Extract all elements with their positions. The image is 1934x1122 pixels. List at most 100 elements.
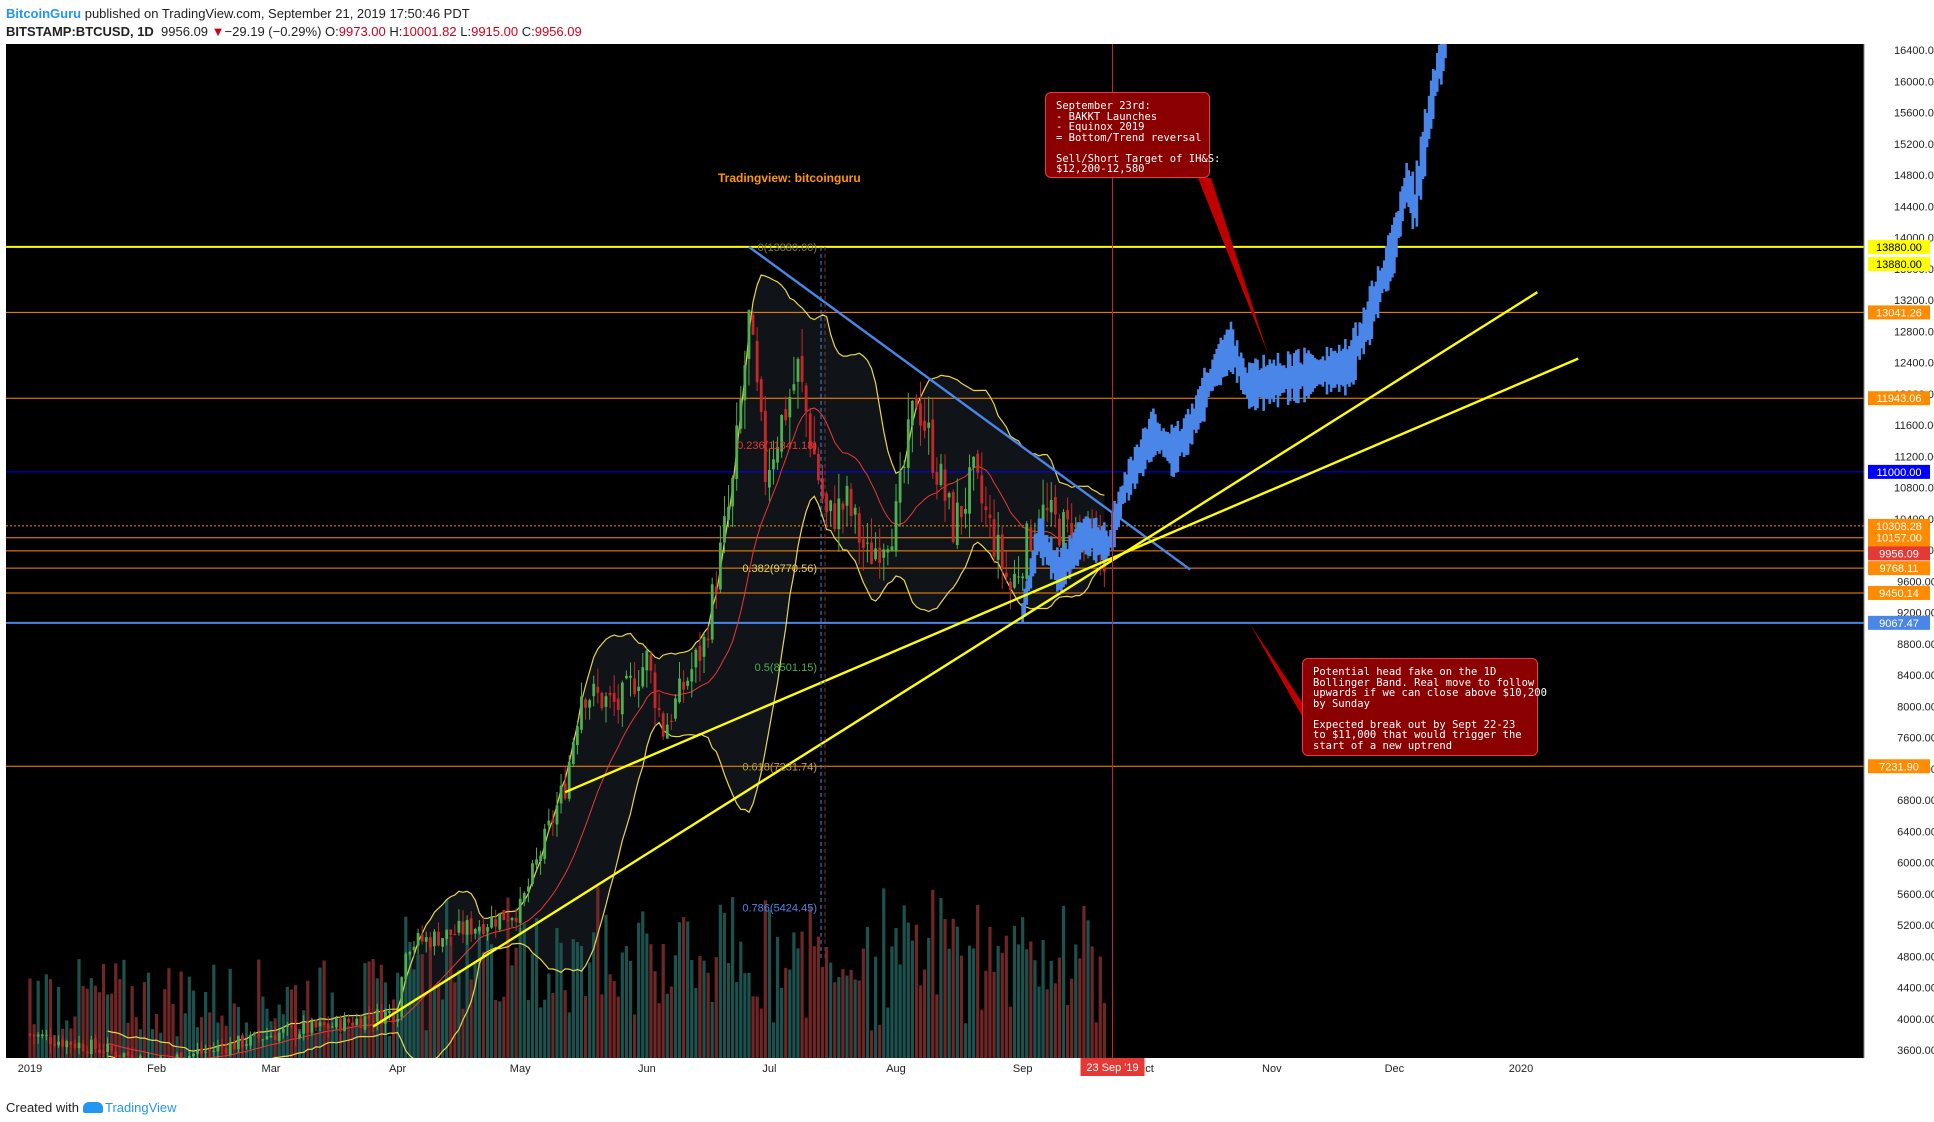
candle-body bbox=[625, 675, 628, 679]
note-bakkt[interactable]: September 23rd: - BAKKT Launches - Equin… bbox=[1045, 92, 1220, 178]
volume-bar bbox=[514, 947, 518, 1058]
volume-bar bbox=[861, 948, 865, 1058]
symbol-label[interactable]: BITSTAMP:BTCUSD, 1D bbox=[6, 24, 154, 39]
time-axis-bg bbox=[6, 1058, 1864, 1092]
level-tag bbox=[1868, 585, 1930, 600]
candle-body bbox=[714, 586, 718, 592]
volume-bar bbox=[812, 946, 816, 1058]
level-label: 10157.00 bbox=[1876, 533, 1922, 545]
volume-bar bbox=[1061, 905, 1066, 1058]
candle-body bbox=[118, 1055, 122, 1058]
candle-body bbox=[457, 920, 461, 933]
volume-bar bbox=[963, 1023, 968, 1058]
candle-body bbox=[547, 820, 551, 826]
time-tick: Sep bbox=[1013, 1063, 1033, 1075]
candle-body bbox=[518, 898, 522, 924]
volume-bar bbox=[534, 918, 539, 1058]
candle-body bbox=[996, 534, 1000, 560]
candle-body bbox=[641, 667, 645, 687]
fib-label: 0.5(8501.15) bbox=[755, 662, 817, 674]
candle-body bbox=[943, 469, 947, 501]
price-tick: 14800.00 bbox=[1894, 170, 1934, 182]
candle-body bbox=[931, 419, 935, 473]
volume-bar bbox=[502, 996, 506, 1058]
high-value: 10001.82 bbox=[402, 24, 457, 39]
time-tick: Apr bbox=[389, 1063, 406, 1075]
candle-body bbox=[939, 463, 943, 486]
candle-body bbox=[902, 466, 906, 468]
candle-body bbox=[1029, 527, 1033, 551]
volume-bar bbox=[208, 1012, 212, 1058]
volume-bar bbox=[804, 1017, 808, 1058]
candle-body bbox=[1021, 576, 1025, 579]
price-axis[interactable]: 16400.00 16000.00 15600.00 15200.00 14800.00… bbox=[1863, 44, 1934, 1058]
volume-bar bbox=[841, 969, 845, 1058]
candle-body bbox=[32, 1034, 36, 1037]
volume-bar bbox=[955, 926, 959, 1058]
volume-bar bbox=[694, 988, 698, 1058]
level-tag bbox=[1868, 615, 1930, 630]
volume-bar bbox=[338, 1033, 343, 1058]
price-chart[interactable]: 0(13880.00) 0.236(11341.18) 0.382(9770.56)… bbox=[0, 44, 1934, 1092]
volume-bar bbox=[473, 961, 477, 1058]
volume-bar bbox=[195, 1027, 200, 1058]
price-tick: 6000.00 bbox=[1897, 858, 1934, 870]
candle-body bbox=[334, 1018, 338, 1028]
volume-bar bbox=[387, 1035, 392, 1058]
volume-bar bbox=[759, 1008, 763, 1058]
price-tick: 5200.00 bbox=[1897, 920, 1934, 932]
candle-body bbox=[812, 442, 816, 455]
volume-bar bbox=[73, 1016, 77, 1058]
price-tick: 6400.00 bbox=[1897, 826, 1934, 838]
candle-body bbox=[682, 681, 685, 690]
volume-bar bbox=[408, 942, 412, 1058]
candle-body bbox=[212, 1050, 216, 1052]
volume-bar bbox=[588, 962, 592, 1058]
candle-body bbox=[984, 506, 988, 511]
volume-bar bbox=[171, 1004, 175, 1058]
volume-bar bbox=[440, 999, 445, 1058]
volume-bar bbox=[682, 917, 686, 1058]
level-label: 13041.26 bbox=[1876, 307, 1922, 319]
candle-body bbox=[506, 919, 510, 921]
candle-body bbox=[837, 498, 841, 530]
candle-body bbox=[923, 420, 927, 431]
volume-bar bbox=[1000, 952, 1004, 1058]
volume-bar bbox=[710, 1001, 714, 1058]
candle-body bbox=[192, 1053, 195, 1057]
candle-body bbox=[972, 456, 976, 468]
volume-bar bbox=[857, 980, 861, 1058]
volume-bar bbox=[391, 999, 396, 1058]
time-axis[interactable]: 2019 Feb Mar Apr May Jun Jul Aug Sep Oct Nov Dec 202… bbox=[6, 1058, 1864, 1092]
level-label: 7231.90 bbox=[1879, 761, 1919, 773]
tradingview-link[interactable]: TradingView bbox=[104, 1100, 177, 1115]
volume-bar bbox=[236, 1006, 240, 1058]
candle-body bbox=[776, 447, 779, 463]
candle-body bbox=[853, 507, 857, 515]
volume-bar bbox=[796, 948, 800, 1058]
volume-bar bbox=[416, 954, 420, 1058]
author-link[interactable]: BitcoinGuru bbox=[6, 6, 82, 21]
footer-credit: Created with TradingView bbox=[6, 1100, 177, 1115]
candle-body bbox=[906, 419, 910, 468]
volume-bar bbox=[943, 919, 947, 1058]
fibonacci-levels: 0(13880.00) 0.236(11341.18) 0.382(9770.56)… bbox=[737, 242, 826, 958]
volume-bar bbox=[155, 1013, 159, 1058]
volume-bar bbox=[522, 923, 526, 1058]
candle-body bbox=[371, 1020, 375, 1023]
volume-bar bbox=[232, 1003, 236, 1058]
note-head-fake[interactable]: Potential head fake on the 1D Bollinger … bbox=[1302, 658, 1547, 756]
price-tick: 13200.00 bbox=[1894, 295, 1934, 307]
volume-bar bbox=[731, 897, 735, 1058]
level-label: 9450.14 bbox=[1879, 588, 1919, 600]
volume-bar bbox=[498, 1001, 502, 1058]
candle-body bbox=[49, 1036, 52, 1044]
candle-body bbox=[273, 1035, 277, 1041]
volume-bar bbox=[898, 964, 902, 1058]
volume-bar bbox=[118, 979, 122, 1058]
volume-bar bbox=[318, 967, 322, 1058]
volume-bar bbox=[739, 941, 743, 1058]
candle-body bbox=[200, 1049, 203, 1054]
candle-body bbox=[878, 547, 882, 563]
volume-bar bbox=[624, 946, 629, 1058]
